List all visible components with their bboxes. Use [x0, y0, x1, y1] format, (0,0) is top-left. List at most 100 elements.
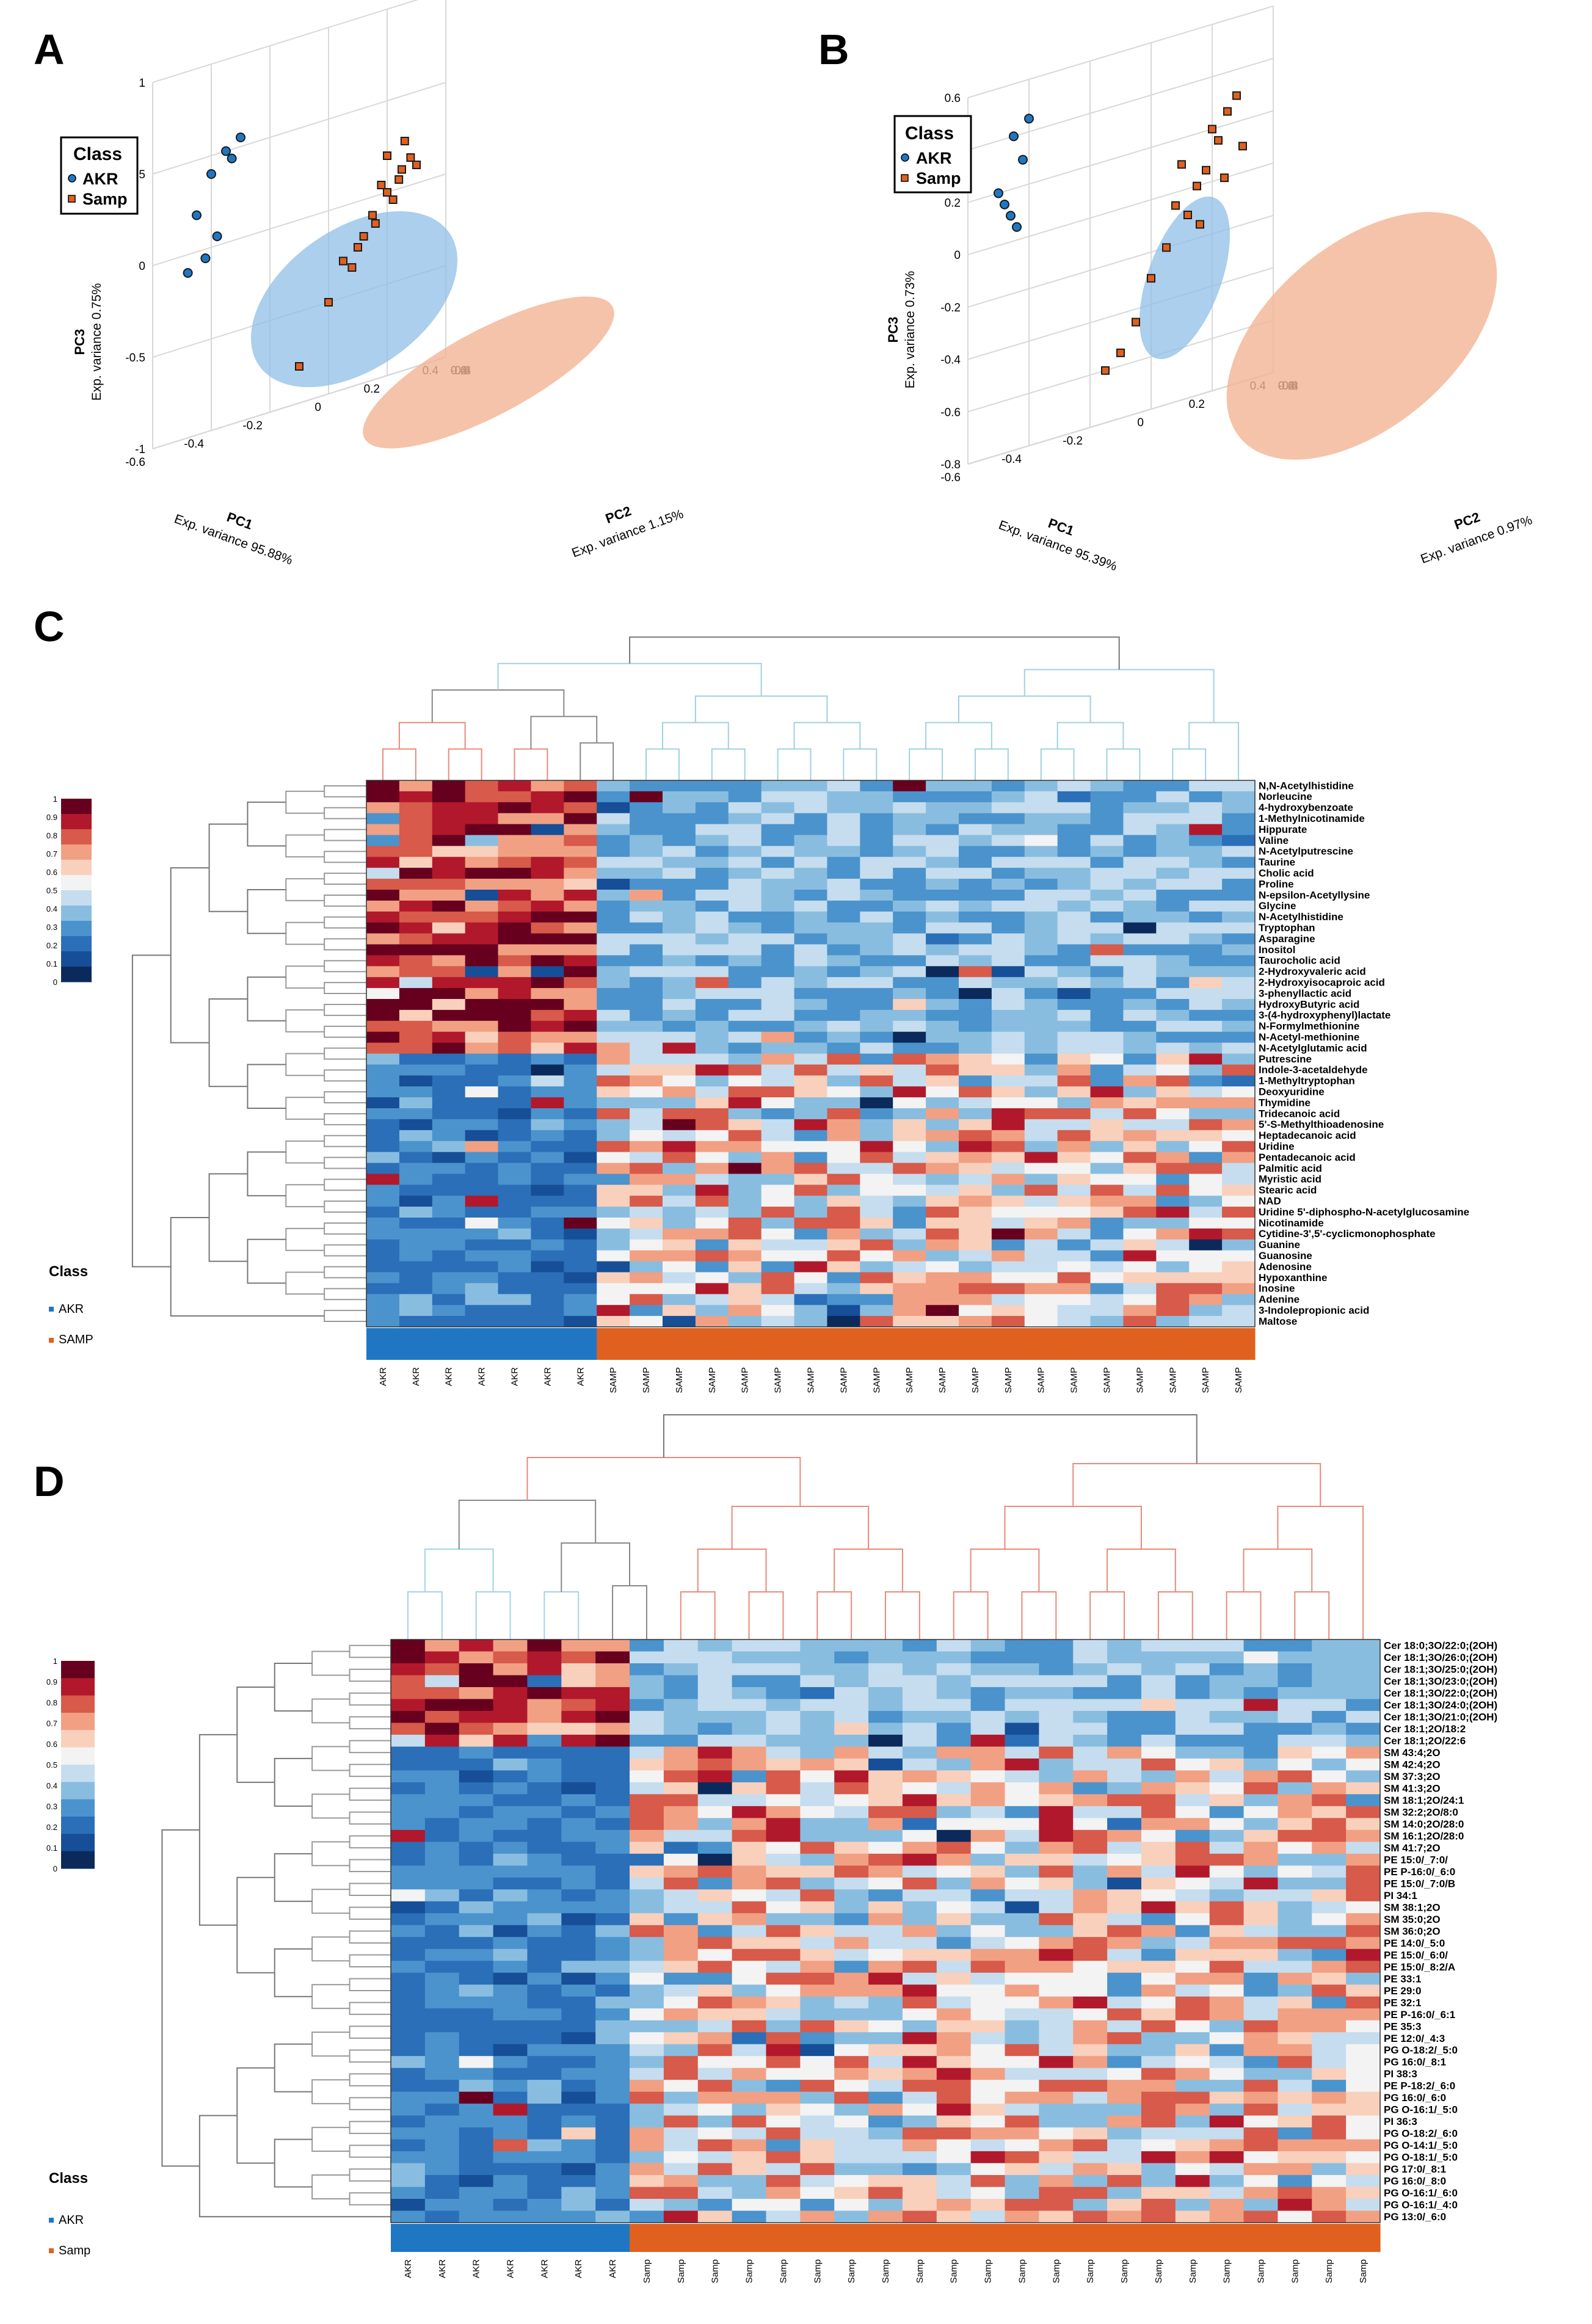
- heatmap-cell: [663, 1640, 699, 1652]
- heatmap-cell: [663, 2032, 699, 2045]
- heatmap-cell: [1278, 1723, 1312, 1735]
- heatmap-cell: [970, 2020, 1006, 2033]
- heatmap-cell: [732, 2044, 767, 2057]
- heatmap-cell: [728, 1020, 762, 1033]
- heatmap-cell: [630, 1699, 664, 1712]
- heatmap-cell: [970, 2187, 1006, 2199]
- heatmap-cell: [498, 802, 532, 814]
- heatmap-cell: [761, 1075, 795, 1087]
- heatmap-cell: [902, 1972, 937, 1985]
- heatmap-cell: [630, 846, 663, 857]
- heatmap-cell: [1175, 2139, 1210, 2152]
- heatmap-cell: [1189, 1031, 1223, 1044]
- heatmap-cell: [959, 1239, 992, 1251]
- heatmap-cell: [366, 791, 400, 803]
- heatmap-cell: [1123, 1130, 1157, 1142]
- heatmap-cell: [761, 1141, 795, 1153]
- heatmap-cell: [663, 1174, 696, 1185]
- dendrogram-branch: [407, 1591, 443, 1640]
- heatmap-cell: [794, 1097, 828, 1109]
- heatmap-cell: [564, 944, 597, 956]
- heatmap-cell: [597, 1141, 630, 1153]
- heatmap-cell: [860, 1163, 893, 1174]
- heatmap-cell: [1090, 1064, 1124, 1076]
- class-bar-samp: [630, 2224, 664, 2252]
- heatmap-cell: [970, 2199, 1006, 2212]
- heatmap-cell: [561, 2163, 596, 2176]
- heatmap-cell: [465, 1031, 499, 1044]
- heatmap-cell: [391, 1925, 426, 1937]
- heatmap-cell: [695, 1009, 729, 1022]
- heatmap-cell: [902, 1734, 937, 1748]
- pca-a-x-tick: 0: [314, 401, 321, 414]
- heatmap-cell: [459, 1842, 494, 1854]
- heatmap-cell: [630, 1806, 664, 1818]
- heatmap-cell: [860, 1086, 893, 1098]
- heatmap-cell: [827, 1185, 860, 1196]
- heatmap-cell: [1057, 999, 1091, 1011]
- heatmap-cell: [1312, 1734, 1347, 1748]
- heatmap-cell: [597, 1031, 630, 1044]
- heatmap-cell: [893, 824, 926, 836]
- heatmap-cell: [1057, 988, 1091, 1000]
- heatmap-column-label: SAMP: [740, 1367, 751, 1393]
- heatmap-cell: [1189, 1053, 1223, 1065]
- heatmap-cell: [766, 1996, 801, 2009]
- heatmap-cell: [827, 791, 860, 803]
- heatmap-cell: [732, 2187, 767, 2199]
- heatmap-cell: [959, 1086, 992, 1098]
- heatmap-cell: [1156, 1239, 1190, 1251]
- heatmap-cell: [893, 835, 926, 846]
- heatmap-row-label: Uridine 5'-diphospho-N-acetylglucosamine: [1259, 1206, 1469, 1218]
- heatmap-column-label: Samp: [1017, 2259, 1027, 2283]
- heatmap-cell: [794, 977, 828, 989]
- heatmap-cell: [1175, 2020, 1210, 2033]
- heatmap-column-label: SAMP: [937, 1367, 948, 1393]
- heatmap-cell: [970, 2056, 1006, 2069]
- heatmap-cell: [959, 1031, 992, 1044]
- heatmap-cell: [959, 868, 992, 879]
- heatmap-cell: [531, 813, 564, 825]
- heatmap-cell: [902, 1842, 937, 1854]
- heatmap-cell: [595, 1865, 630, 1878]
- heatmap-cell: [926, 988, 959, 1000]
- heatmap-cell: [595, 1710, 630, 1724]
- heatmap-cell: [959, 1272, 992, 1284]
- heatmap-cell: [893, 1218, 926, 1229]
- heatmap-cell: [663, 1913, 699, 1926]
- heatmap-cell: [1312, 2175, 1347, 2188]
- heatmap-cell: [991, 1031, 1025, 1044]
- heatmap-cell: [926, 802, 959, 814]
- colorbar-segment: [61, 1851, 95, 1869]
- heatmap-cell: [465, 780, 499, 792]
- heatmap-cell: [1123, 835, 1157, 846]
- heatmap-cell: [663, 900, 696, 912]
- heatmap-cell: [498, 1228, 532, 1240]
- heatmap-cell: [893, 1272, 926, 1284]
- heatmap-cell: [630, 813, 663, 825]
- heatmap-cell: [860, 1064, 893, 1076]
- heatmap-cell: [595, 2020, 630, 2033]
- heatmap-cell: [761, 999, 795, 1011]
- dendrogram-branch: [398, 722, 466, 749]
- heatmap-cell: [1141, 1782, 1176, 1795]
- heatmap-cell: [527, 2044, 562, 2057]
- heatmap-cell: [597, 900, 630, 912]
- pca-b-legend-samp: Samp: [916, 169, 961, 187]
- heatmap-cell: [424, 1901, 460, 1914]
- heatmap-cell: [630, 1207, 663, 1218]
- heatmap-cell: [695, 1316, 729, 1327]
- heatmap-cell: [902, 1675, 937, 1688]
- heatmap-cell: [1107, 1770, 1142, 1783]
- heatmap-cell: [630, 1283, 663, 1295]
- heatmap-cell: [1156, 944, 1190, 956]
- heatmap-cell: [1090, 1305, 1124, 1316]
- heatmap-cell: [663, 1937, 699, 1950]
- heatmap-cell: [1243, 1651, 1279, 1664]
- heatmap-cell: [991, 999, 1025, 1011]
- heatmap-cell: [1039, 1829, 1074, 1842]
- heatmap-cell: [697, 1723, 733, 1735]
- heatmap-cell: [800, 1865, 835, 1878]
- heatmap-cell: [697, 2151, 733, 2164]
- heatmap-cell: [1090, 1130, 1124, 1142]
